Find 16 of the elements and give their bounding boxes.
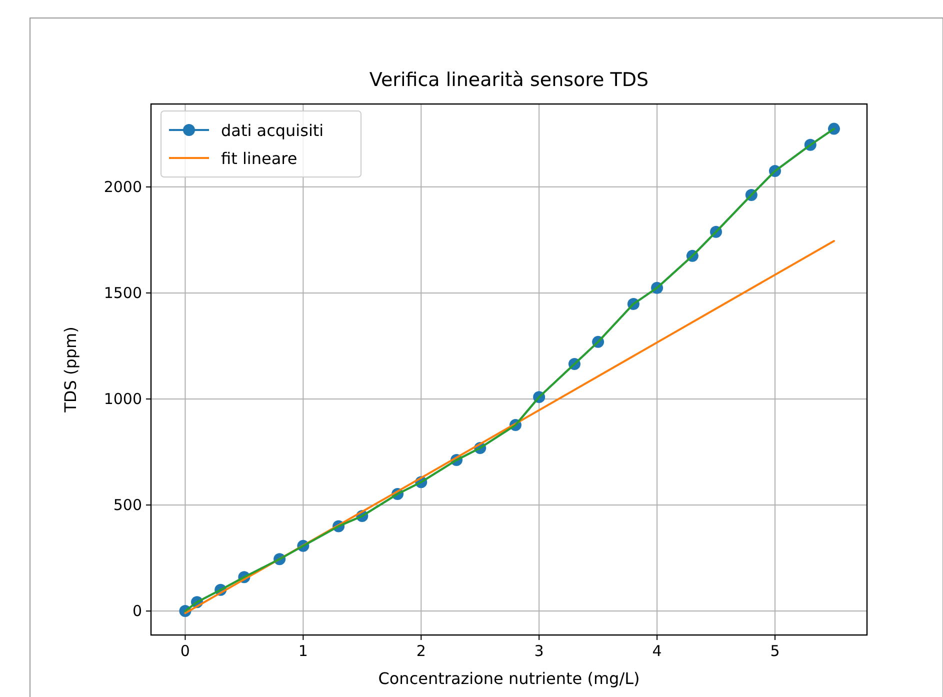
x-tick-label: 5 (770, 642, 780, 660)
y-tick-label: 1000 (104, 390, 142, 408)
x-tick-label: 0 (180, 642, 190, 660)
legend-label: fit lineare (221, 149, 298, 168)
y-tick-label: 0 (132, 602, 142, 620)
legend-label: dati acquisiti (221, 121, 324, 140)
x-tick-label: 2 (416, 642, 426, 660)
y-tick-label: 500 (113, 496, 142, 514)
y-tick-label: 2000 (104, 178, 142, 196)
x-tick-label: 3 (534, 642, 544, 660)
x-axis-title: Concentrazione nutriente (mg/L) (378, 669, 640, 688)
chart-title: Verifica linearità sensore TDS (369, 69, 649, 91)
y-axis-title: TDS (ppm) (61, 326, 80, 414)
y-tick-label: 1500 (104, 284, 142, 302)
x-tick-label: 4 (652, 642, 662, 660)
x-tick-label: 1 (298, 642, 308, 660)
